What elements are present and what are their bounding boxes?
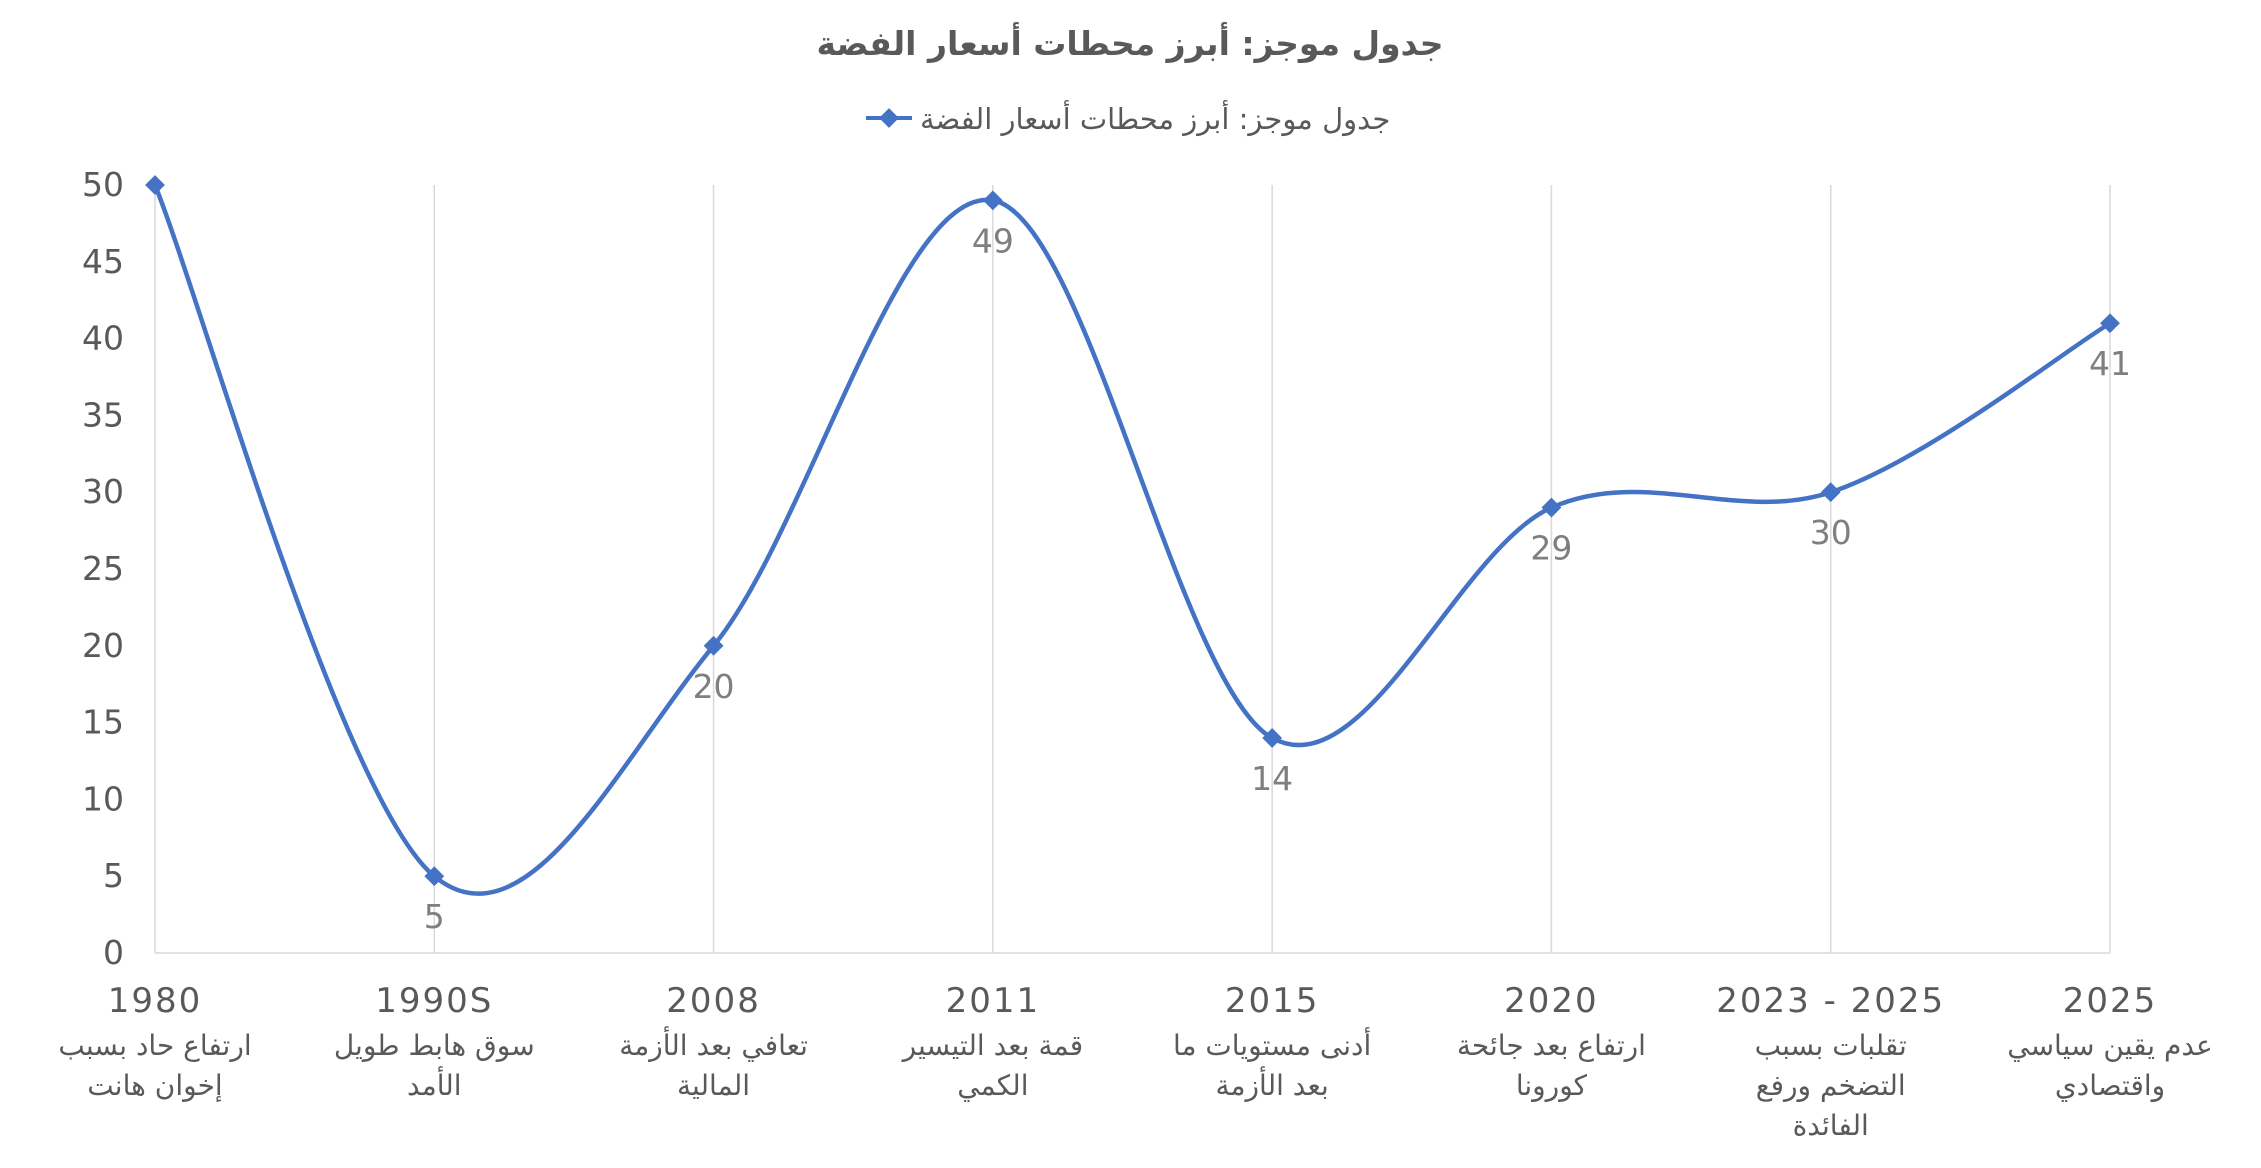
x-category-label: 2020 ارتفاع بعد جائحة كورونا bbox=[1457, 981, 1646, 1102]
data-label: 5 bbox=[424, 897, 445, 936]
y-tick-label: 10 bbox=[82, 779, 124, 818]
x-category-label: 2011 قمة بعد التيسير الكمي bbox=[901, 981, 1083, 1102]
data-label: 20 bbox=[693, 667, 735, 706]
x-category-description: إخوان هانت bbox=[87, 1069, 222, 1102]
x-category-description: التضخم ورفع bbox=[1756, 1069, 1906, 1102]
x-category-description: الكمي bbox=[957, 1069, 1028, 1102]
data-point-marker bbox=[2100, 313, 2120, 334]
x-category-description: المالية bbox=[677, 1069, 750, 1102]
data-label: 29 bbox=[1530, 529, 1572, 568]
x-axis-category-labels: 1980 ارتفاع حاد بسبب إخوان هانت 1990S سوق ها… bbox=[58, 981, 2213, 1142]
y-tick-label: 30 bbox=[82, 472, 124, 511]
x-category-year: 1990S bbox=[375, 981, 493, 1021]
y-tick-label: 20 bbox=[82, 626, 124, 665]
x-category-label: 2008 تعافي بعد الأزمة المالية bbox=[619, 981, 808, 1102]
data-point-marker bbox=[424, 866, 445, 887]
x-category-description: تقلبات بسبب bbox=[1755, 1029, 1907, 1062]
y-axis-tick-labels: 0 5 10 15 20 25 30 35 40 45 50 bbox=[82, 165, 124, 972]
x-category-year: 2015 bbox=[1225, 981, 1320, 1021]
y-tick-label: 35 bbox=[82, 395, 124, 434]
x-category-year: 2023 - 2025 bbox=[1716, 981, 1945, 1021]
data-point-marker bbox=[1541, 497, 1562, 518]
data-point-marker bbox=[1820, 482, 1841, 503]
data-point-marker bbox=[982, 190, 1003, 211]
x-category-description: بعد الأزمة bbox=[1216, 1065, 1329, 1102]
x-category-description: الفائدة bbox=[1793, 1109, 1869, 1142]
gridlines bbox=[154, 185, 2111, 954]
x-category-description: ارتفاع بعد جائحة bbox=[1457, 1029, 1646, 1062]
y-tick-label: 25 bbox=[82, 549, 124, 588]
x-category-year: 2011 bbox=[946, 981, 1041, 1021]
x-category-description: تعافي بعد الأزمة bbox=[619, 1025, 808, 1062]
data-label: 30 bbox=[1810, 513, 1852, 552]
data-point-marker bbox=[703, 635, 724, 656]
x-category-description: أدنى مستويات ما bbox=[1173, 1026, 1371, 1062]
data-label: 41 bbox=[2089, 344, 2131, 383]
series-group: 5 20 49 14 29 30 41 bbox=[145, 175, 2131, 936]
data-label: 14 bbox=[1251, 759, 1293, 798]
x-category-description: ارتفاع حاد بسبب bbox=[58, 1029, 251, 1062]
x-category-year: 1980 bbox=[108, 981, 203, 1021]
data-point-marker bbox=[1262, 728, 1283, 748]
legend-label: جدول موجز: أبرز محطات أسعار الفضة bbox=[920, 99, 1390, 136]
x-category-label: 1980 ارتفاع حاد بسبب إخوان هانت bbox=[58, 981, 251, 1102]
x-category-description: واقتصادي bbox=[2055, 1069, 2165, 1102]
x-category-description: كورونا bbox=[1516, 1069, 1588, 1102]
x-category-description: الأمد bbox=[407, 1065, 462, 1102]
y-tick-label: 0 bbox=[103, 933, 124, 972]
y-tick-label: 45 bbox=[82, 242, 124, 281]
x-category-label: 2025 عدم يقين سياسي واقتصادي bbox=[2007, 981, 2213, 1102]
data-point-marker bbox=[145, 175, 165, 195]
y-tick-label: 5 bbox=[103, 856, 124, 895]
x-category-year: 2008 bbox=[666, 981, 761, 1021]
x-category-label: 2023 - 2025 تقلبات بسبب التضخم ورفع الفائدة bbox=[1716, 981, 1945, 1142]
y-tick-label: 50 bbox=[82, 165, 124, 204]
data-label: 49 bbox=[972, 221, 1014, 260]
x-category-description: قمة بعد التيسير bbox=[901, 1029, 1083, 1062]
y-tick-label: 40 bbox=[82, 319, 124, 358]
legend-diamond-marker bbox=[879, 108, 899, 128]
x-category-year: 2025 bbox=[2063, 981, 2158, 1021]
x-category-description: عدم يقين سياسي bbox=[2007, 1029, 2213, 1062]
legend: جدول موجز: أبرز محطات أسعار الفضة bbox=[866, 99, 1390, 136]
y-tick-label: 15 bbox=[82, 703, 124, 742]
x-category-description: سوق هابط طويل bbox=[334, 1029, 535, 1062]
chart-title: جدول موجز: أبرز محطات أسعار الفضة bbox=[817, 22, 1444, 64]
x-category-year: 2020 bbox=[1504, 981, 1599, 1021]
